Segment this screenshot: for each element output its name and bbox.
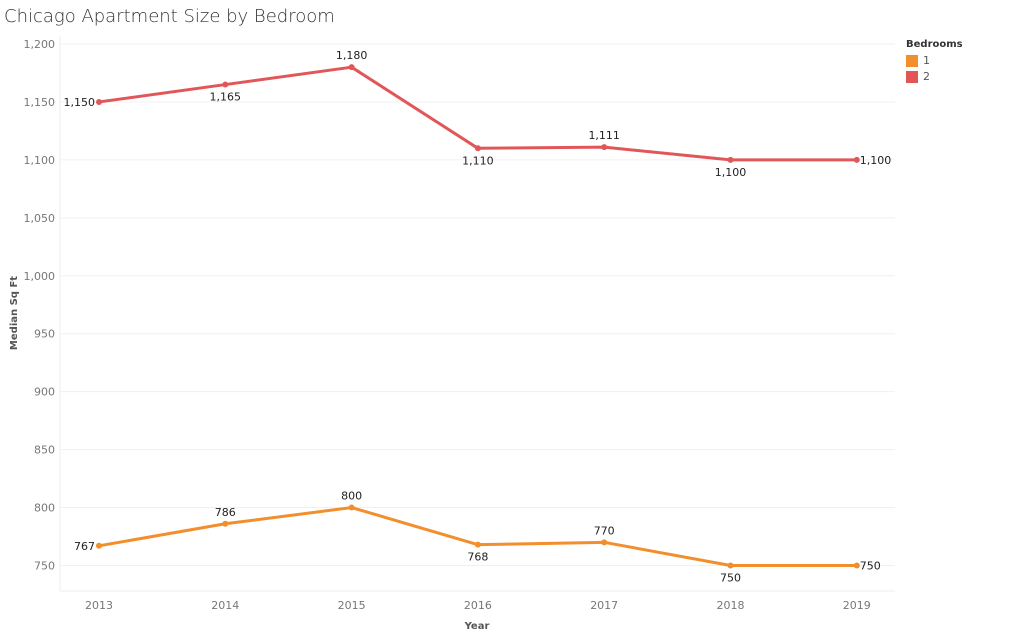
data-label: 1,110 (462, 154, 494, 167)
data-point (601, 539, 608, 546)
legend-item-2[interactable]: 2 (906, 70, 963, 83)
legend-swatch (906, 54, 918, 67)
data-point (96, 542, 102, 549)
data-point (222, 520, 229, 527)
legend: Bedrooms 1 2 (906, 39, 963, 86)
data-label: 768 (467, 551, 488, 564)
data-label: 1,150 (64, 96, 96, 109)
x-tick-label: 2016 (464, 599, 492, 612)
y-tick-label: 850 (34, 444, 55, 457)
x-tick-label: 2018 (717, 599, 745, 612)
legend-swatch (906, 70, 918, 83)
data-point (601, 144, 608, 151)
data-label: 1,165 (210, 91, 242, 104)
y-tick-label: 1,200 (24, 38, 56, 51)
data-point (474, 145, 481, 152)
y-tick-label: 750 (34, 560, 55, 573)
x-tick-label: 2015 (338, 599, 366, 612)
y-tick-label: 1,150 (24, 96, 56, 109)
chart-title: Chicago Apartment Size by Bedroom (4, 6, 335, 27)
data-label: 750 (860, 560, 881, 573)
y-tick-label: 1,000 (24, 270, 56, 283)
data-point (853, 562, 860, 569)
data-label: 770 (594, 524, 615, 537)
data-point (853, 156, 860, 163)
data-label: 800 (341, 490, 362, 503)
data-point (348, 64, 355, 71)
y-tick-label: 800 (34, 502, 55, 515)
data-label: 1,100 (715, 166, 747, 179)
data-label: 1,111 (588, 129, 620, 142)
data-label: 767 (74, 540, 95, 553)
data-label: 750 (720, 572, 741, 585)
y-tick-label: 1,050 (24, 212, 56, 225)
x-tick-label: 2017 (590, 599, 618, 612)
x-tick-label: 2014 (211, 599, 239, 612)
data-label: 1,180 (336, 49, 368, 62)
x-axis-title: Year (464, 621, 490, 632)
y-tick-label: 950 (34, 328, 55, 341)
legend-title: Bedrooms (906, 39, 963, 50)
legend-label: 2 (923, 70, 930, 83)
data-point (348, 504, 355, 511)
y-axis-title: Median Sq Ft (9, 276, 20, 350)
data-point (727, 156, 734, 163)
data-point (474, 541, 481, 548)
x-tick-label: 2019 (843, 599, 871, 612)
x-tick-label: 2013 (85, 599, 113, 612)
data-point (727, 562, 734, 569)
legend-label: 1 (923, 54, 930, 67)
y-tick-label: 1,100 (24, 154, 56, 167)
data-point (222, 81, 229, 88)
data-label: 786 (215, 506, 236, 519)
legend-item-1[interactable]: 1 (906, 54, 963, 67)
data-point (96, 98, 102, 105)
data-label: 1,100 (860, 154, 892, 167)
y-tick-label: 900 (34, 386, 55, 399)
